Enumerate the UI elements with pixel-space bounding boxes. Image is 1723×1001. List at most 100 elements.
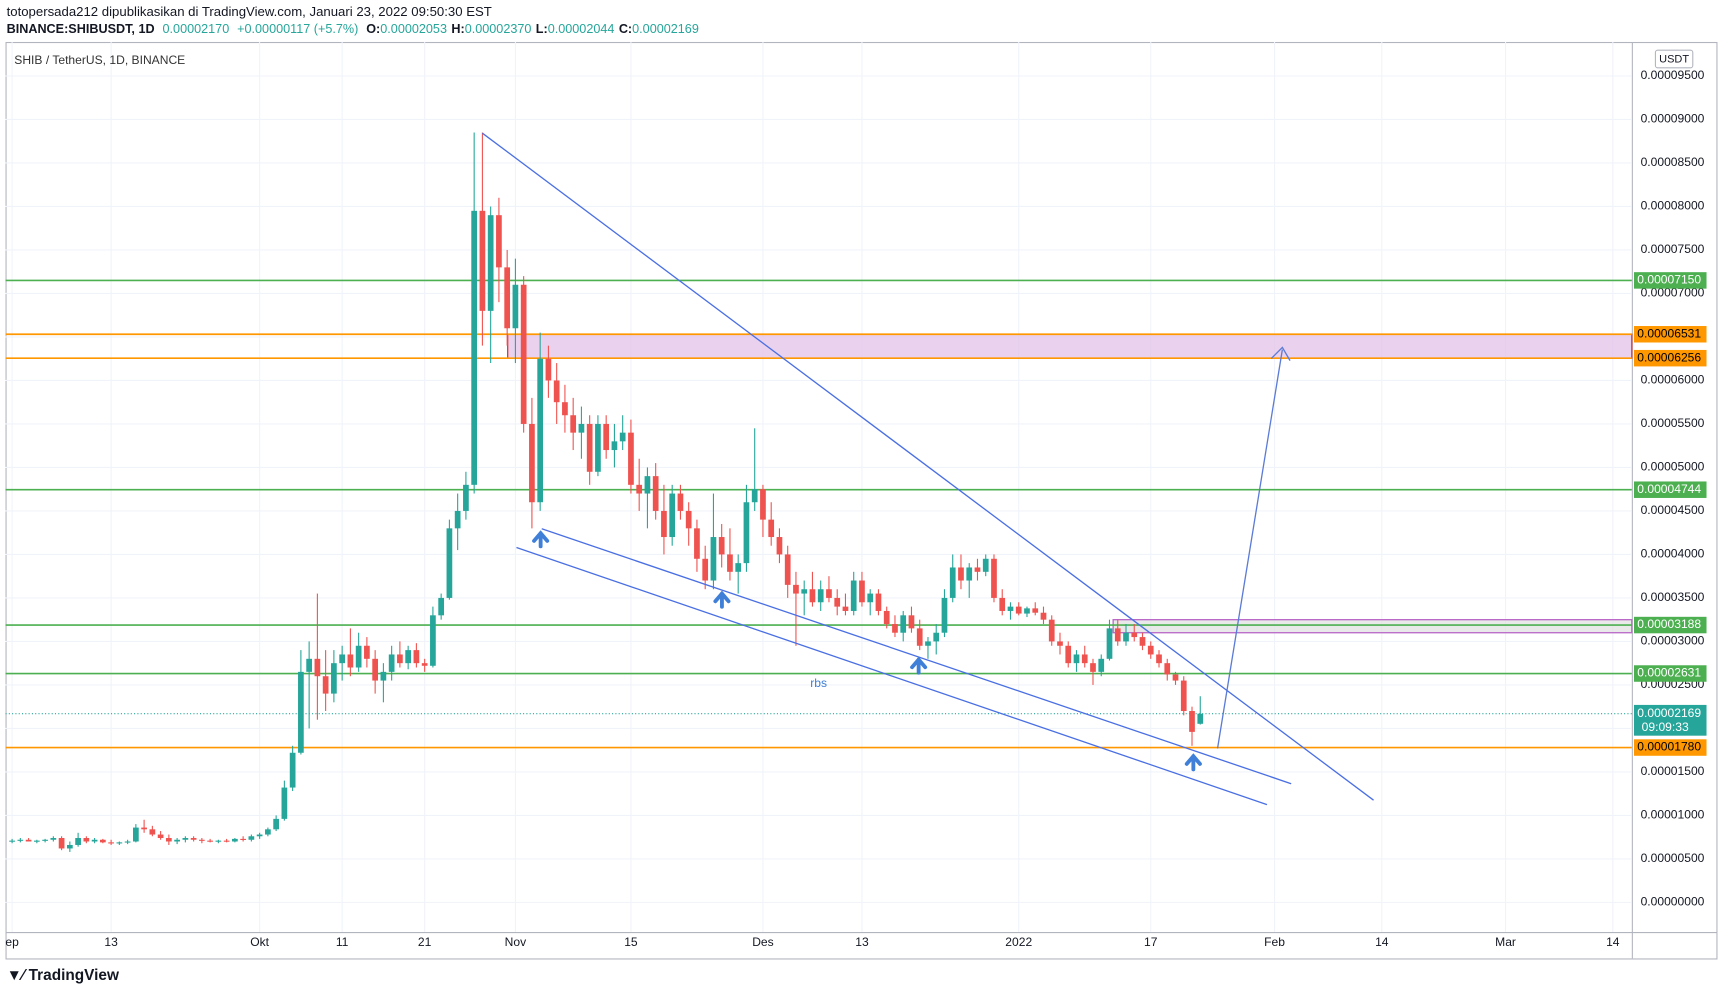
level-label: 0.00001780: [1637, 740, 1701, 754]
candle-body: [718, 537, 725, 555]
candle-body: [529, 423, 535, 503]
channel-upper: [541, 528, 1292, 785]
level-label-box: [1633, 665, 1707, 682]
candle-body: [182, 838, 189, 840]
level-label: 0.00003188: [1637, 617, 1701, 631]
zone: [507, 333, 1633, 359]
y-tick-label: 0.00008000: [1641, 199, 1705, 213]
candle-body: [974, 567, 981, 572]
y-tick-label: 0.00000500: [1641, 851, 1705, 865]
candle-body: [834, 597, 841, 607]
candle-body: [331, 663, 337, 694]
change: +0.00000117 (+5.7%): [237, 22, 358, 36]
candle-body: [826, 589, 832, 598]
candle-body: [207, 840, 213, 842]
trend-line: [482, 132, 1374, 801]
candle-body: [380, 671, 387, 681]
countdown: 09:09:33: [1642, 720, 1689, 734]
candle-body: [421, 663, 428, 666]
candle-body: [240, 838, 246, 840]
y-tick-label: 0.00008500: [1641, 155, 1705, 169]
level-label-box: [1633, 349, 1707, 367]
candle-body: [1106, 628, 1113, 659]
currency[interactable]: USDT: [1659, 53, 1689, 65]
candle-body: [223, 840, 230, 842]
candle-body: [661, 510, 667, 538]
candle-body: [108, 842, 114, 844]
candle-body: [1040, 612, 1047, 620]
candle-body: [570, 415, 577, 433]
candle-body: [83, 838, 90, 842]
candle-body: [496, 215, 502, 268]
candle-body: [595, 423, 601, 472]
candle-body: [875, 593, 882, 611]
brand[interactable]: ▼⁄ TradingView: [7, 967, 119, 984]
candle-body: [842, 606, 849, 611]
candle-body: [1180, 680, 1187, 712]
candle-body: [25, 839, 32, 842]
candle-body: [1048, 619, 1055, 642]
up-arrow: [713, 590, 731, 609]
y-tick-label: 0.00007500: [1641, 242, 1705, 256]
candle-body: [900, 615, 907, 633]
candle-body: [347, 654, 354, 668]
candle-body: [405, 650, 412, 664]
candle-body: [306, 658, 312, 672]
candle-body: [710, 537, 717, 581]
currency-box[interactable]: [1654, 49, 1694, 69]
candle-body: [916, 628, 923, 646]
candle-body: [413, 650, 420, 664]
candle-body: [174, 839, 180, 842]
x-tick-label: 2022: [1005, 935, 1032, 949]
candle-body: [850, 580, 857, 611]
candle-body: [1090, 663, 1096, 672]
candle-body: [487, 215, 494, 311]
candle-body: [1114, 628, 1121, 642]
candle-body: [454, 510, 461, 529]
candle-body: [743, 502, 750, 564]
x-tick-label: 13: [104, 935, 118, 949]
candle-body: [1098, 658, 1105, 672]
candle-body: [1197, 713, 1204, 724]
candle-body: [1081, 654, 1088, 664]
symbol: BINANCE:SHIBUSDT, 1D: [7, 22, 155, 36]
candle-body: [33, 840, 40, 842]
candle-body: [562, 402, 568, 416]
candle-body: [256, 834, 263, 837]
candle-body: [1024, 608, 1030, 614]
candle-body: [1015, 606, 1022, 614]
candle-body: [157, 834, 164, 839]
zone: [1112, 619, 1633, 634]
candle-body: [1139, 637, 1146, 646]
x-tick-label: Okt: [250, 935, 269, 949]
candle-body: [958, 567, 964, 581]
candle-body: [949, 567, 956, 598]
candle-body: [166, 838, 172, 842]
candle-body: [636, 484, 643, 494]
candle-body: [1057, 641, 1063, 646]
y-tick-label: 0.00000000: [1641, 895, 1705, 909]
x-tick-label: Feb: [1264, 935, 1285, 949]
candle-body: [273, 818, 279, 830]
brand-name[interactable]: TradingView: [29, 967, 119, 984]
candle-body: [66, 844, 73, 849]
candle-body: [388, 654, 395, 672]
x-tick-label: 14: [1606, 935, 1620, 949]
candle-body: [933, 632, 940, 642]
candle-body: [504, 267, 511, 329]
candle-body: [215, 840, 222, 842]
candle-body: [751, 489, 758, 503]
level-label-box: [1633, 326, 1707, 343]
candle-body: [1065, 645, 1072, 664]
annotation: rbs: [810, 676, 827, 690]
candle-body: [463, 484, 469, 511]
up-arrow: [910, 656, 928, 675]
candle-body: [124, 841, 131, 843]
last-price: 0.00002170: [163, 22, 230, 36]
y-tick-label: 0.00009000: [1641, 112, 1705, 126]
level-label: 0.00007150: [1637, 273, 1701, 287]
candle-body: [784, 554, 791, 585]
y-tick-label: 0.00001500: [1641, 764, 1705, 778]
candle-body: [298, 671, 304, 753]
